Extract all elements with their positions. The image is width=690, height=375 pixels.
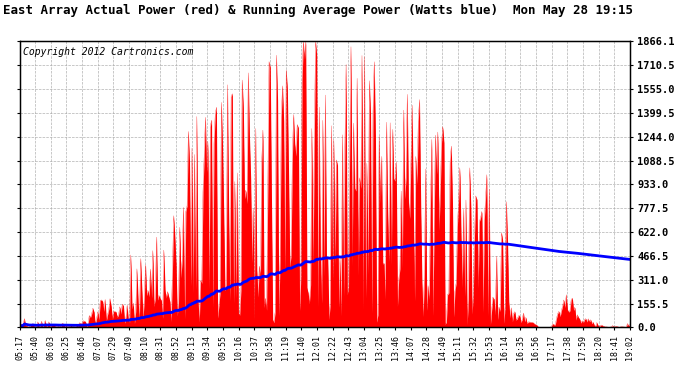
Text: Copyright 2012 Cartronics.com: Copyright 2012 Cartronics.com [23, 47, 193, 57]
Text: East Array Actual Power (red) & Running Average Power (Watts blue)  Mon May 28 1: East Array Actual Power (red) & Running … [3, 4, 633, 17]
